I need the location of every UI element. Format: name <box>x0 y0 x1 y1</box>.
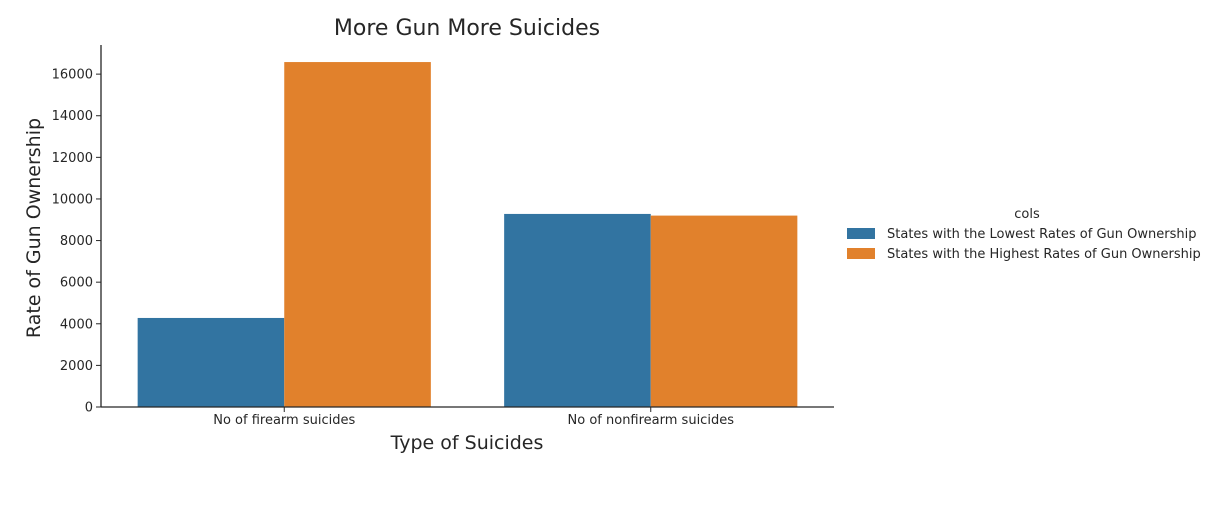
bars-group <box>137 62 798 408</box>
bar-highest-nonfirearm <box>650 215 798 407</box>
y-tick-label: 0 <box>85 401 93 416</box>
y-tick-label: 10000 <box>52 192 93 207</box>
x-axis-label: Type of Suicides <box>390 432 544 454</box>
y-tick-label: 12000 <box>52 151 93 166</box>
legend-swatch <box>847 248 875 259</box>
y-axis-label: Rate of Gun Ownership <box>23 118 45 338</box>
legend-title: cols <box>1014 207 1040 222</box>
chart-title: More Gun More Suicides <box>334 16 600 41</box>
bar-highest-firearm <box>284 62 431 408</box>
legend-label: States with the Lowest Rates of Gun Owne… <box>887 227 1196 242</box>
x-tick-label: No of firearm suicides <box>213 413 355 428</box>
legend-label: States with the Highest Rates of Gun Own… <box>887 247 1201 262</box>
legend-swatch <box>847 228 875 239</box>
bar-lowest-nonfirearm <box>504 213 651 407</box>
x-axis-ticks: No of firearm suicides No of nonfirearm s… <box>213 407 734 428</box>
y-tick-label: 14000 <box>52 109 93 124</box>
legend: cols States with the Lowest Rates of Gun… <box>847 207 1201 262</box>
y-axis-ticks: 0 2000 4000 6000 8000 10000 12000 14000 16000 <box>52 68 101 416</box>
x-tick-label: No of nonfirearm suicides <box>568 413 735 428</box>
y-tick-label: 16000 <box>52 68 93 83</box>
y-tick-label: 8000 <box>60 234 93 249</box>
y-tick-label: 4000 <box>60 317 93 332</box>
y-tick-label: 6000 <box>60 276 93 291</box>
y-tick-label: 2000 <box>60 359 93 374</box>
bar-lowest-firearm <box>137 317 285 407</box>
